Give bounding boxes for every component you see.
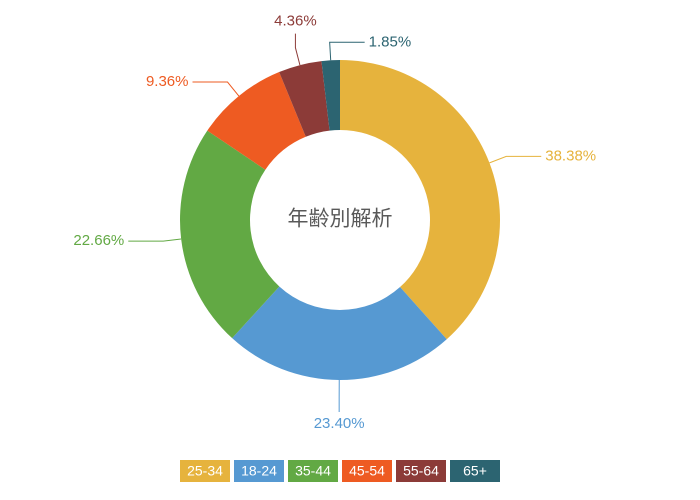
donut-chart: 38.38% 23.40% 22.66% 9.36% 4.36% 1.85% 年齢別解析 25…	[0, 0, 700, 500]
legend-label-35-44: 35-44	[295, 463, 331, 479]
label-45-54: 9.36%	[146, 73, 189, 90]
legend-label-55-64: 55-64	[403, 463, 439, 479]
slice-25-34	[340, 60, 500, 339]
legend-label-65+: 65+	[463, 463, 487, 479]
legend-label-25-34: 25-34	[187, 463, 223, 479]
legend-label-18-24: 18-24	[241, 463, 277, 479]
label-55-64: 4.36%	[274, 13, 317, 30]
chart-title: 年齢別解析	[288, 208, 393, 231]
label-65+: 1.85%	[369, 33, 412, 50]
label-35-44: 22.66%	[73, 232, 124, 249]
label-18-24: 23.40%	[314, 415, 365, 432]
label-25-34: 38.38%	[545, 147, 596, 164]
legend: 25-34 18-24 35-44 45-54 55-64 65+	[180, 460, 500, 482]
legend-label-45-54: 45-54	[349, 463, 385, 479]
